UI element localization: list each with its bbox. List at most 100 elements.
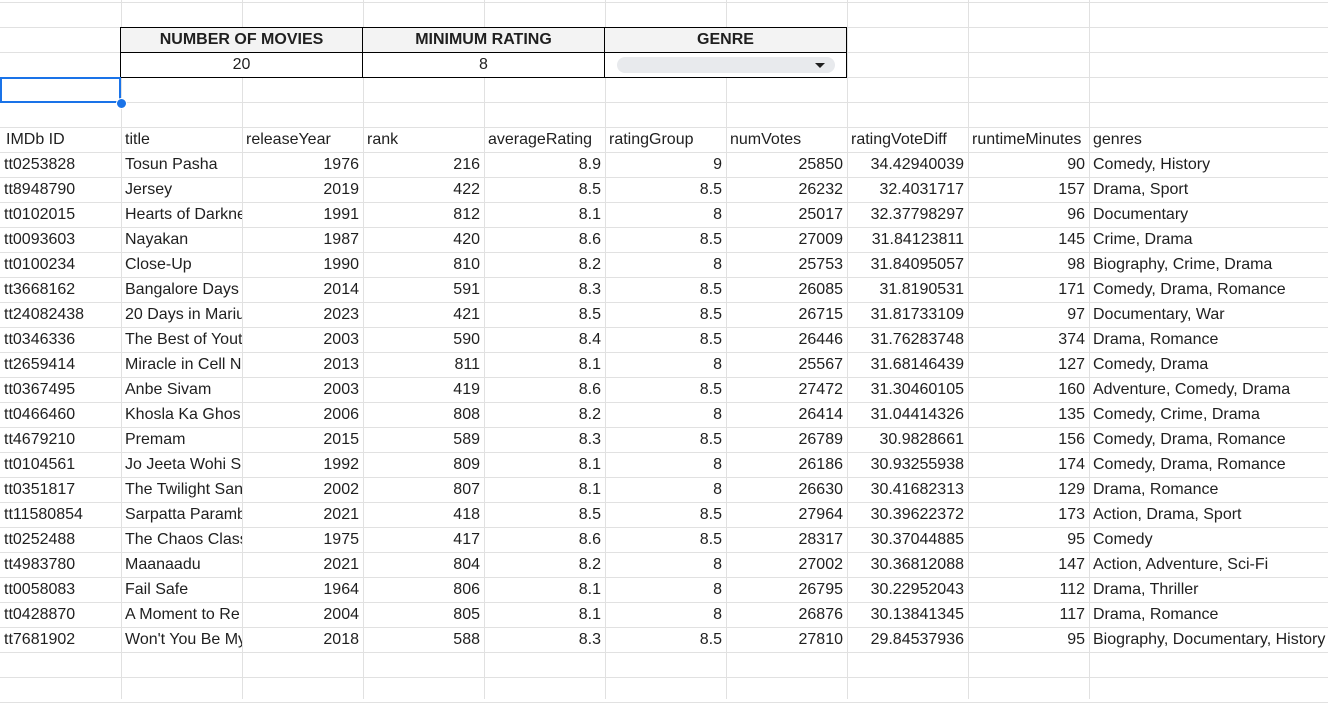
table-cell[interactable]: tt0466460 bbox=[4, 406, 76, 423]
table-cell[interactable]: tt0102015 bbox=[4, 206, 76, 223]
table-cell[interactable]: tt0346336 bbox=[4, 331, 76, 348]
table-cell[interactable]: 1990 bbox=[323, 256, 359, 273]
table-cell[interactable]: Documentary bbox=[1093, 206, 1189, 223]
table-cell[interactable]: 26630 bbox=[798, 481, 844, 498]
number-of-movies-input[interactable]: 20 bbox=[232, 56, 251, 73]
table-cell[interactable]: 30.22952043 bbox=[870, 581, 964, 598]
table-cell[interactable]: 8.5 bbox=[699, 181, 722, 198]
table-cell[interactable]: 1976 bbox=[323, 156, 359, 173]
table-cell[interactable]: tt0367495 bbox=[4, 381, 76, 398]
table-cell[interactable]: 590 bbox=[453, 331, 480, 348]
table-cell[interactable]: 8.3 bbox=[578, 431, 601, 448]
table-cell[interactable]: Khosla Ka Ghos bbox=[125, 406, 241, 423]
table-cell[interactable]: tt0093603 bbox=[4, 231, 76, 248]
table-cell[interactable]: 8 bbox=[713, 556, 722, 573]
table-cell[interactable]: 127 bbox=[1058, 356, 1085, 373]
table-cell[interactable]: Comedy, Drama, Romance bbox=[1093, 456, 1286, 473]
table-cell[interactable]: 8.5 bbox=[578, 181, 601, 198]
genre-dropdown[interactable] bbox=[617, 57, 835, 73]
table-cell[interactable]: tt4679210 bbox=[4, 431, 76, 448]
table-cell[interactable]: 2002 bbox=[323, 481, 359, 498]
table-cell[interactable]: 147 bbox=[1058, 556, 1085, 573]
table-cell[interactable]: Drama, Romance bbox=[1093, 331, 1219, 348]
table-cell[interactable]: Close-Up bbox=[125, 256, 192, 273]
table-cell[interactable]: 32.4031717 bbox=[879, 181, 964, 198]
column-header[interactable]: ratingVoteDiff bbox=[851, 131, 947, 148]
table-cell[interactable]: 31.04414326 bbox=[870, 406, 964, 423]
column-header[interactable]: IMDb ID bbox=[6, 131, 65, 148]
table-cell[interactable]: 812 bbox=[453, 206, 480, 223]
table-cell[interactable]: 25850 bbox=[798, 156, 844, 173]
table-cell[interactable]: 1992 bbox=[323, 456, 359, 473]
table-cell[interactable]: 30.41682313 bbox=[870, 481, 964, 498]
table-cell[interactable]: 8.1 bbox=[578, 481, 601, 498]
table-cell[interactable]: 26186 bbox=[798, 456, 844, 473]
column-header[interactable]: runtimeMinutes bbox=[972, 131, 1082, 148]
table-cell[interactable]: Documentary, War bbox=[1093, 306, 1225, 323]
table-cell[interactable]: 20 Days in Mariu bbox=[125, 306, 242, 323]
table-cell[interactable]: 421 bbox=[453, 306, 480, 323]
table-cell[interactable]: 216 bbox=[453, 156, 480, 173]
table-cell[interactable]: 26715 bbox=[798, 306, 844, 323]
table-cell[interactable]: 2003 bbox=[323, 381, 359, 398]
table-cell[interactable]: The Chaos Class bbox=[125, 531, 242, 548]
table-cell[interactable]: 156 bbox=[1058, 431, 1085, 448]
table-cell[interactable]: Comedy, Crime, Drama bbox=[1093, 406, 1260, 423]
column-header[interactable]: releaseYear bbox=[246, 131, 331, 148]
table-cell[interactable]: Fail Safe bbox=[125, 581, 189, 598]
table-cell[interactable]: Hearts of Darkne bbox=[125, 206, 242, 223]
table-cell[interactable]: 30.37044885 bbox=[870, 531, 964, 548]
table-cell[interactable]: tt8948790 bbox=[4, 181, 76, 198]
table-cell[interactable]: tt4983780 bbox=[4, 556, 76, 573]
table-cell[interactable]: 2013 bbox=[323, 356, 359, 373]
column-header[interactable]: title bbox=[125, 131, 150, 148]
table-cell[interactable]: Anbe Sivam bbox=[125, 381, 212, 398]
table-cell[interactable]: 27009 bbox=[798, 231, 844, 248]
table-cell[interactable]: 26789 bbox=[798, 431, 844, 448]
table-cell[interactable]: 25567 bbox=[798, 356, 844, 373]
table-cell[interactable]: tt0428870 bbox=[4, 606, 76, 623]
table-cell[interactable]: Drama, Thriller bbox=[1093, 581, 1199, 598]
table-cell[interactable]: 8.5 bbox=[699, 631, 722, 648]
table-cell[interactable]: 31.84095057 bbox=[870, 256, 964, 273]
table-cell[interactable]: 32.37798297 bbox=[870, 206, 964, 223]
table-cell[interactable]: 30.36812088 bbox=[870, 556, 964, 573]
table-cell[interactable]: 135 bbox=[1058, 406, 1085, 423]
table-cell[interactable]: 809 bbox=[453, 456, 480, 473]
table-cell[interactable]: 420 bbox=[453, 231, 480, 248]
table-cell[interactable]: The Best of Yout bbox=[125, 331, 242, 348]
table-cell[interactable]: Tosun Pasha bbox=[125, 156, 218, 173]
table-cell[interactable]: 8.4 bbox=[578, 331, 601, 348]
table-cell[interactable]: Maanaadu bbox=[125, 556, 201, 573]
table-cell[interactable]: 117 bbox=[1059, 606, 1085, 623]
table-cell[interactable]: 95 bbox=[1067, 531, 1085, 548]
table-cell[interactable]: 1987 bbox=[323, 231, 359, 248]
table-cell[interactable]: 8.2 bbox=[578, 256, 601, 273]
table-cell[interactable]: Comedy bbox=[1093, 531, 1153, 548]
table-cell[interactable]: 2018 bbox=[323, 631, 359, 648]
table-cell[interactable]: Action, Adventure, Sci-Fi bbox=[1093, 556, 1269, 573]
table-cell[interactable]: 8 bbox=[713, 206, 722, 223]
table-cell[interactable]: 2021 bbox=[323, 506, 359, 523]
table-cell[interactable]: 30.39622372 bbox=[870, 506, 964, 523]
table-cell[interactable]: 2014 bbox=[323, 281, 359, 298]
table-cell[interactable]: Sarpatta Paramb bbox=[125, 506, 242, 523]
table-cell[interactable]: 589 bbox=[453, 431, 480, 448]
table-cell[interactable]: Won't You Be My bbox=[125, 631, 242, 648]
table-cell[interactable]: 8.5 bbox=[699, 281, 722, 298]
column-header[interactable]: rank bbox=[367, 131, 399, 148]
chevron-down-icon[interactable] bbox=[815, 63, 825, 68]
table-cell[interactable]: 806 bbox=[453, 581, 480, 598]
table-cell[interactable]: tt7681902 bbox=[4, 631, 76, 648]
table-cell[interactable]: 27472 bbox=[798, 381, 844, 398]
table-cell[interactable]: tt0252488 bbox=[4, 531, 76, 548]
minimum-rating-input[interactable]: 8 bbox=[479, 56, 488, 73]
table-cell[interactable]: 805 bbox=[453, 606, 480, 623]
table-cell[interactable]: 157 bbox=[1058, 181, 1085, 198]
table-cell[interactable]: 374 bbox=[1058, 331, 1085, 348]
table-cell[interactable]: tt0104561 bbox=[4, 456, 76, 473]
table-cell[interactable]: 174 bbox=[1058, 456, 1085, 473]
table-cell[interactable]: 8.9 bbox=[578, 156, 601, 173]
table-cell[interactable]: Miracle in Cell N bbox=[125, 356, 242, 373]
table-cell[interactable]: 8 bbox=[713, 606, 722, 623]
